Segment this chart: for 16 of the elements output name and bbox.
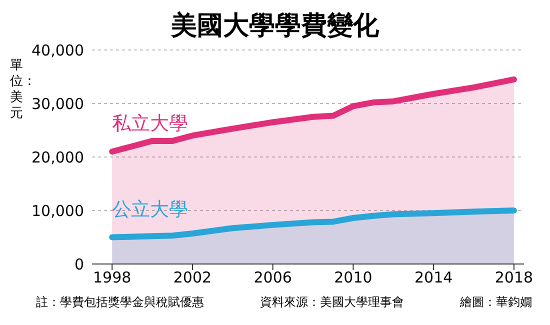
y-tick-label: 40,000: [32, 41, 84, 60]
y-tick-label: 20,000: [32, 148, 84, 166]
text: 註：學費包括獎學金與稅賦優惠: [36, 294, 204, 311]
x-tick-label: 2010: [334, 268, 372, 287]
series-label: 公立大學: [112, 198, 188, 220]
x-tick-label: 2014: [414, 268, 453, 287]
text: 繪圖：華鈞嫺: [460, 294, 532, 311]
series-label: 私立大學: [112, 112, 188, 135]
y-tick-label: 10,000: [32, 202, 84, 220]
source-note: 資料來源：美國大學理事會: [260, 294, 404, 311]
x-tick-label: 1998: [93, 268, 132, 287]
y-tick-label: 0: [74, 255, 84, 274]
chart-title: 美國大學學費變化: [171, 11, 379, 41]
x-tick-label: 2018: [494, 268, 534, 287]
x-tick-label: 2006: [254, 268, 292, 287]
x-tick-label: 2002: [173, 268, 212, 287]
